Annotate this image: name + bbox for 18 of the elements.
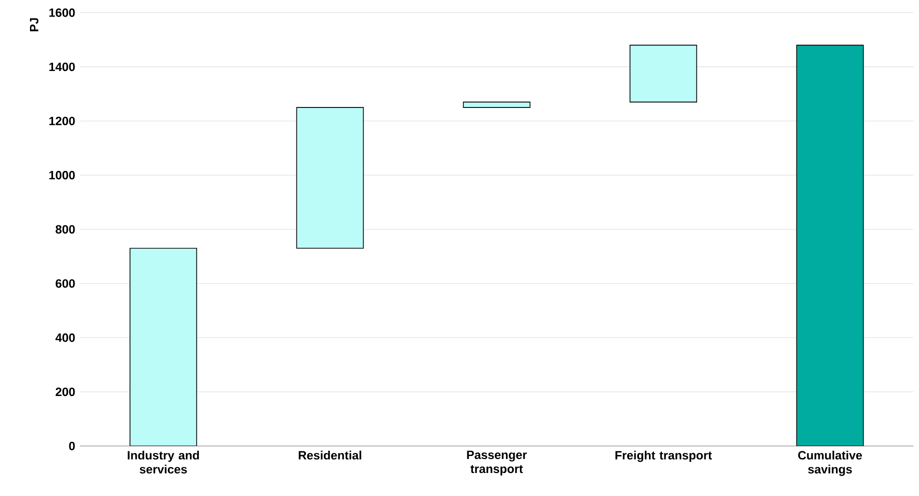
x-tick-label: Freight transport <box>615 450 712 462</box>
x-tick-label: Cumulative savings <box>798 450 862 476</box>
y-tick-label: 1200 <box>49 116 75 126</box>
y-tick-label: 200 <box>56 388 75 396</box>
y-tick-label: 1600 <box>49 8 75 17</box>
y-axis-title: PJ <box>30 18 38 32</box>
y-tick-label: 1400 <box>49 62 75 72</box>
x-tick-label: Residential <box>298 450 362 460</box>
y-tick-label: 0 <box>69 442 75 450</box>
x-tick-label: Passenger transport <box>467 450 527 476</box>
x-tick-label: Industry and services <box>128 450 199 474</box>
bar <box>630 44 698 102</box>
y-tick-label: 600 <box>56 279 75 288</box>
y-tick-label: 1000 <box>49 170 75 180</box>
bar <box>462 102 530 108</box>
bar <box>296 107 364 249</box>
y-tick-label: 400 <box>55 333 75 342</box>
y-tick-label: 800 <box>56 225 75 234</box>
